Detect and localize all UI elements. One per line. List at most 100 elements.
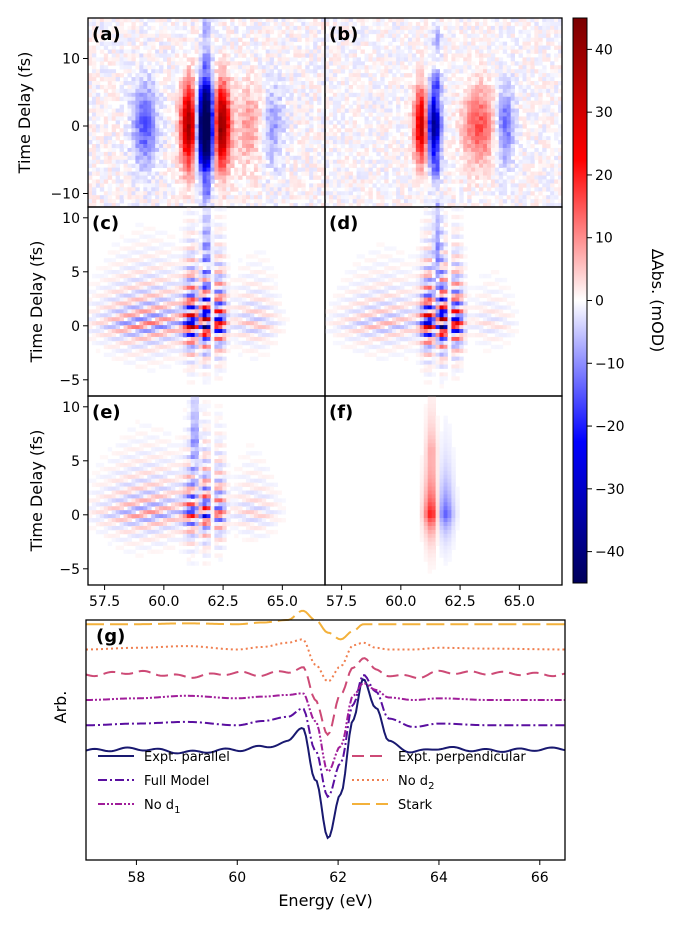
heatmap-cell — [147, 18, 152, 23]
heatmap-cell — [384, 108, 389, 113]
heatmap-cell — [135, 144, 140, 149]
heatmap-cell — [249, 69, 255, 74]
heatmap-cell — [372, 18, 377, 23]
heatmap-cell — [273, 128, 278, 133]
heatmap-cell — [202, 254, 207, 259]
heatmap-cell — [305, 73, 310, 78]
heatmap-cell — [558, 179, 563, 184]
heatmap-cell — [222, 108, 227, 113]
heatmap-cell — [518, 191, 523, 196]
heatmap-cell — [451, 136, 456, 141]
heatmap-cell — [411, 65, 417, 70]
heatmap-cell — [435, 179, 440, 184]
heatmap-cell — [411, 69, 417, 74]
heatmap-cell — [111, 96, 117, 102]
heatmap-cell — [486, 45, 492, 50]
heatmap-cell — [506, 144, 512, 149]
heatmap-cell — [486, 136, 492, 141]
heatmap-cell — [443, 49, 448, 54]
heatmap-cell — [372, 45, 377, 50]
heatmap-cell — [392, 179, 397, 184]
heatmap-cell — [88, 81, 93, 86]
heatmap-cell — [439, 18, 444, 23]
heatmap-cell — [261, 37, 267, 43]
heatmap-cell — [210, 84, 215, 90]
heatmap-cell — [360, 199, 365, 204]
heatmap-cell — [325, 183, 330, 188]
heatmap-cell — [178, 41, 184, 46]
heatmap-cell — [388, 155, 393, 161]
heatmap-cell — [415, 33, 421, 39]
heatmap-cell — [435, 73, 440, 78]
heatmap-cell — [404, 179, 409, 184]
heatmap-cell — [522, 147, 527, 153]
heatmap-cell — [242, 84, 247, 90]
heatmap-cell — [202, 222, 207, 228]
heatmap-cell — [206, 242, 211, 247]
heatmap-cell — [88, 199, 93, 204]
heatmap-cell — [226, 140, 231, 145]
heatmap-cell — [317, 77, 322, 82]
heatmap-cell — [459, 132, 464, 137]
heatmap-cell — [384, 179, 389, 184]
heatmap-cell — [163, 21, 168, 27]
heatmap-cell — [498, 88, 504, 94]
heatmap-cell — [151, 116, 156, 121]
heatmap-cell — [147, 57, 152, 62]
heatmap-cell — [388, 18, 393, 23]
heatmap-cell — [407, 25, 413, 31]
heatmap-cell — [360, 33, 365, 39]
heatmap-cell — [119, 29, 124, 35]
heatmap-cell — [234, 45, 239, 50]
heatmap-cell — [285, 65, 290, 70]
heatmap-cell — [336, 104, 342, 109]
heatmap-cell — [159, 61, 164, 66]
heatmap-cell — [210, 246, 215, 251]
heatmap-cell — [174, 49, 180, 54]
heatmap-cell — [463, 100, 468, 106]
heatmap-cell — [242, 187, 247, 192]
heatmap-cell — [174, 104, 180, 109]
heatmap-cell — [368, 120, 373, 125]
heatmap-cell — [202, 238, 207, 243]
heatmap-cell — [494, 171, 500, 176]
heatmap-cell — [483, 53, 488, 58]
heatmap-cell — [289, 100, 294, 106]
heatmap-cell — [435, 155, 440, 161]
heatmap-cell — [534, 57, 539, 62]
heatmap-cell — [498, 191, 504, 196]
heatmap-cell — [522, 159, 527, 165]
heatmap-cell — [131, 61, 136, 66]
heatmap-cell — [321, 49, 326, 54]
heatmap-cell — [230, 132, 235, 137]
heatmap-cell — [419, 96, 425, 102]
heatmap-cell — [265, 88, 271, 94]
heatmap-cell — [526, 96, 531, 102]
heatmap-cell — [226, 108, 231, 113]
heatmap-cell — [269, 199, 275, 204]
heatmap-cell — [155, 246, 160, 251]
heatmap-cell — [238, 191, 243, 196]
heatmap-cell — [526, 191, 531, 196]
heatmap-cell — [546, 179, 551, 184]
heatmap-cell — [463, 167, 468, 172]
heatmap-cell — [253, 25, 259, 31]
heatmap-cell — [194, 195, 199, 200]
heatmap-cell — [246, 92, 251, 98]
heatmap-cell — [542, 112, 547, 117]
heatmap-cell — [427, 77, 433, 82]
heatmap-cell — [483, 81, 488, 86]
heatmap-cell — [518, 45, 523, 50]
heatmap-cell — [182, 258, 188, 263]
heatmap-cell — [467, 53, 472, 58]
heatmap-cell — [538, 88, 543, 94]
heatmap-cell — [518, 128, 523, 133]
heatmap-cell — [198, 246, 203, 251]
heatmap-cell — [107, 258, 113, 263]
heatmap-cell — [348, 147, 354, 153]
heatmap-cell — [119, 195, 124, 200]
heatmap-cell — [427, 73, 433, 78]
heatmap-cell — [522, 21, 527, 27]
heatmap-cell — [222, 207, 227, 212]
heatmap-cell — [332, 61, 338, 66]
